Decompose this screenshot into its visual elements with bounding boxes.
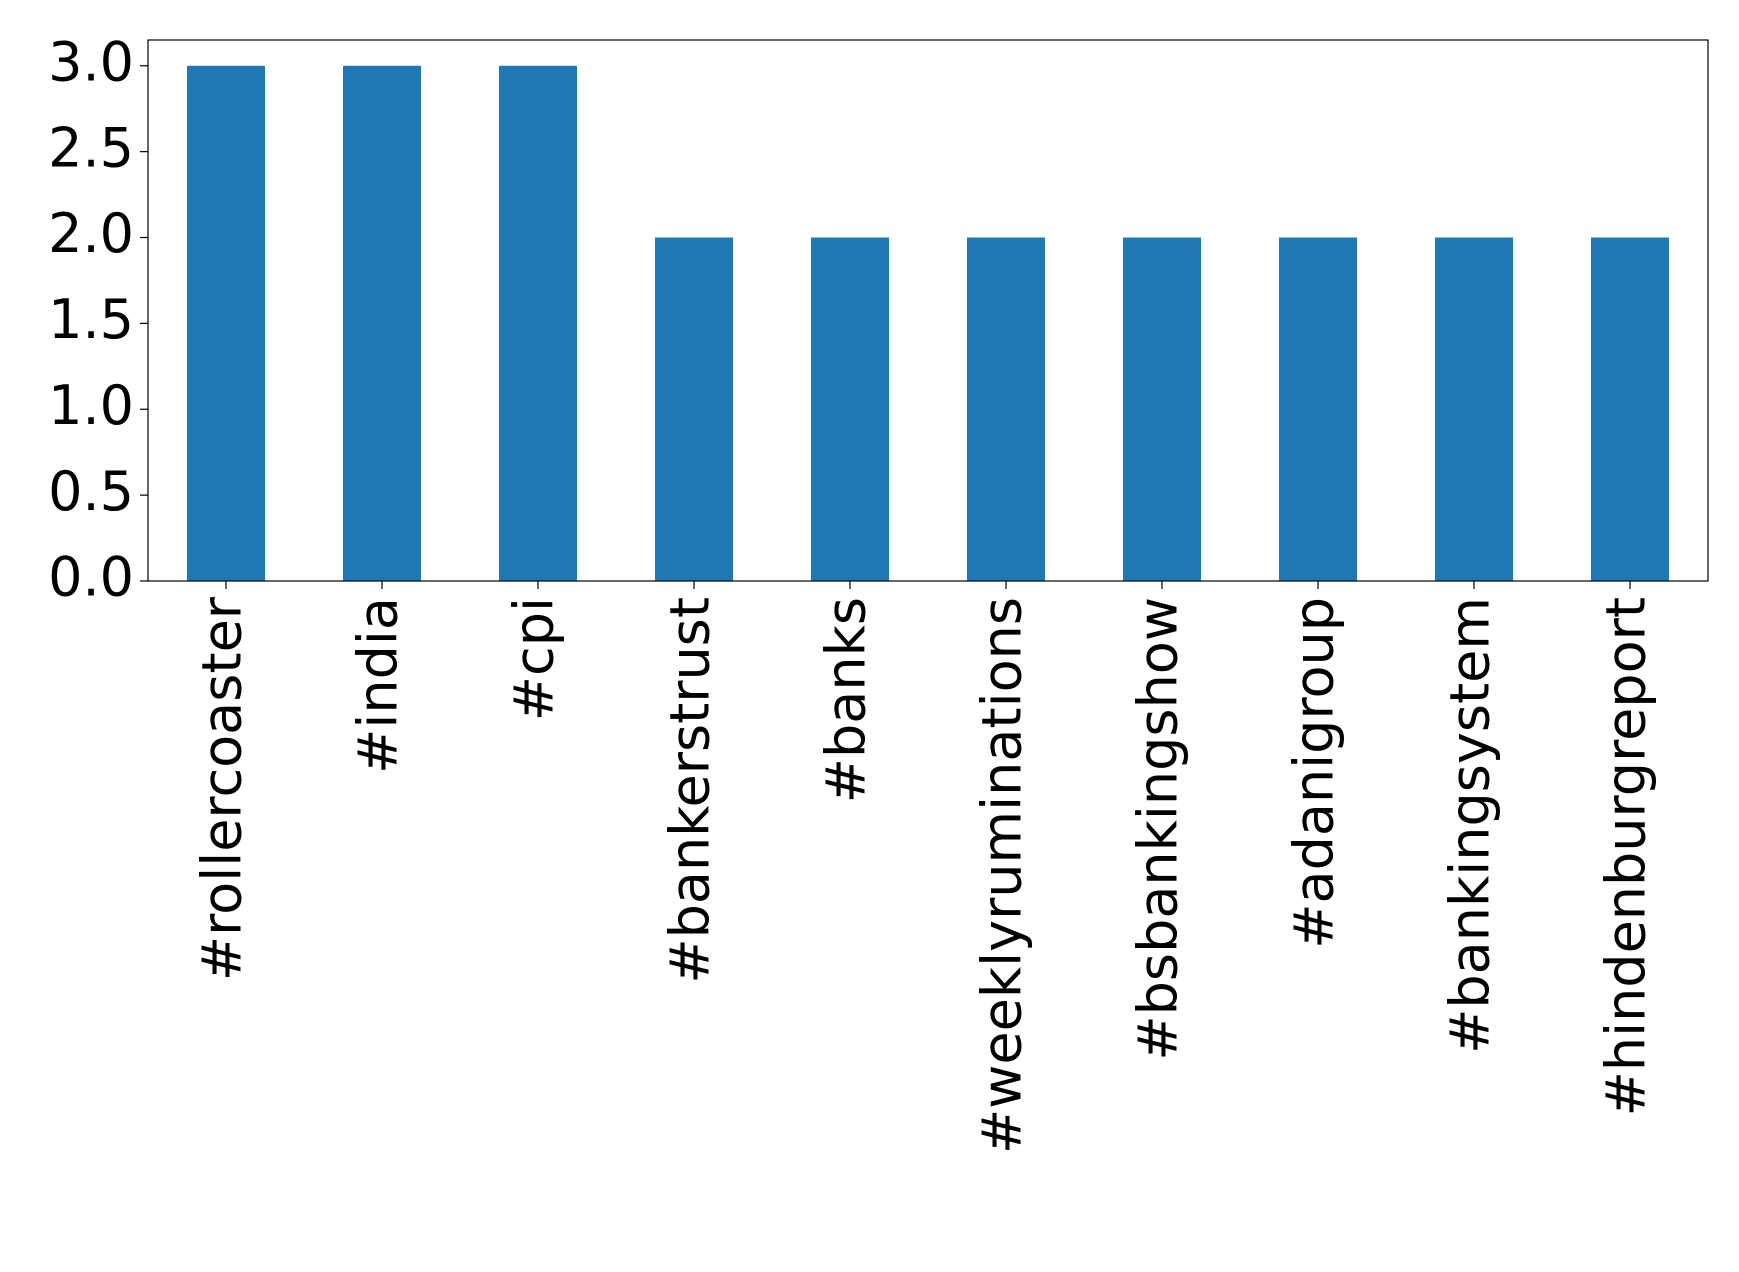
bar: [655, 237, 733, 581]
x-tick-label: #bankerstrust: [659, 597, 722, 984]
bar: [499, 65, 577, 581]
bar: [1435, 237, 1513, 581]
y-tick-label: 1.5: [48, 288, 134, 351]
y-tick-label: 2.0: [48, 202, 134, 265]
y-tick-label: 1.0: [48, 374, 134, 437]
bar: [1279, 237, 1357, 581]
x-tick-label: #rollercoaster: [191, 596, 254, 981]
bar: [967, 237, 1045, 581]
bar: [343, 65, 421, 581]
x-tick-label: #banks: [815, 597, 878, 803]
x-tick-label: #cpi: [503, 597, 566, 721]
bar: [187, 65, 265, 581]
y-tick-label: 0.5: [48, 460, 134, 523]
y-tick-label: 0.0: [48, 546, 134, 609]
plot-frame: [147, 39, 1709, 582]
x-tick-label: #bankingsystem: [1439, 597, 1502, 1054]
x-tick-label: #adanigroup: [1283, 597, 1346, 949]
bar: [1123, 237, 1201, 581]
y-tick-label: 3.0: [48, 30, 134, 93]
x-tick-label: #india: [347, 597, 410, 774]
bar: [1591, 237, 1669, 581]
x-tick-label: #hindenburgreport: [1595, 597, 1658, 1116]
x-tick-label: #bsbankingshow: [1127, 597, 1190, 1061]
bar: [811, 237, 889, 581]
y-tick-label: 2.5: [48, 116, 134, 179]
x-tick-label: #weeklyruminations: [971, 597, 1034, 1154]
